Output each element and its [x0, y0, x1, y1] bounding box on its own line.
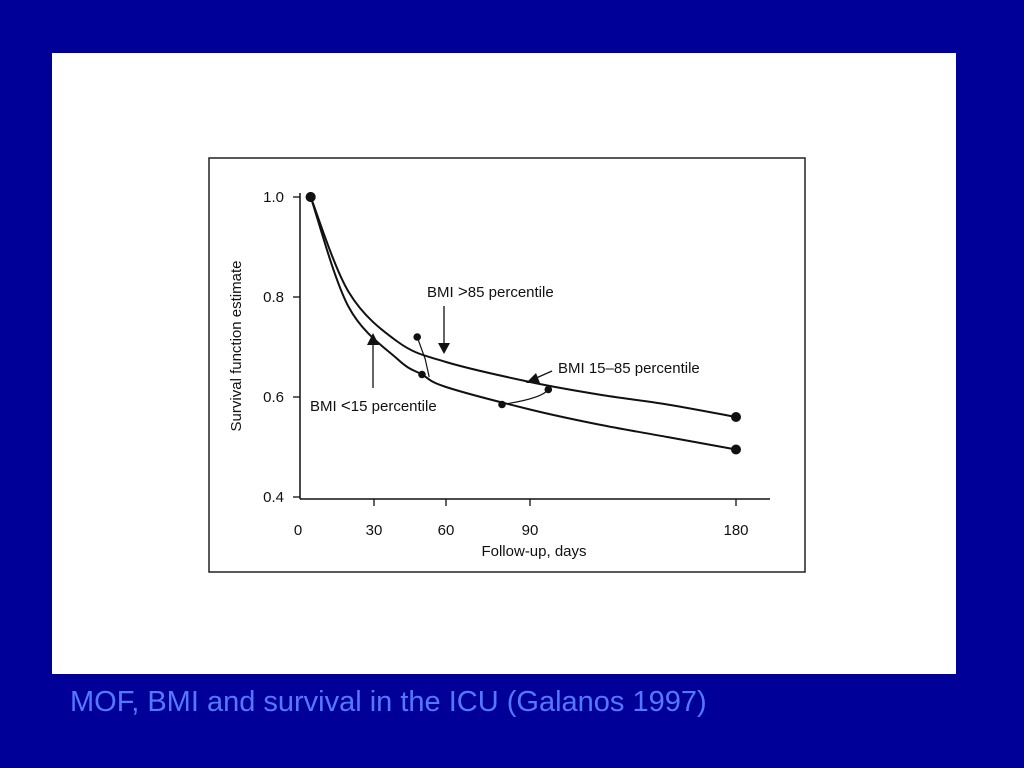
- y-tick-label-2: 0.6: [263, 389, 284, 406]
- annotation-bmi-mid-suffix: 15–85 percentile: [589, 360, 700, 377]
- annotation-bmi-low-prefix: BMI: [310, 398, 341, 415]
- slide-panel: 1.0 0.8 0.6 0.4 0 30 60 90 180 Follow-up, days S…: [52, 53, 956, 674]
- x-tick-label-4: 180: [723, 522, 748, 539]
- series-layer: [305, 192, 741, 455]
- x-tick-label-2: 60: [438, 522, 455, 539]
- series-line-bmi-mid-b: [501, 389, 549, 406]
- annotation-bmi-high-suffix: 85 percentile: [468, 284, 554, 301]
- point-bmi-mid-0: [413, 333, 422, 341]
- point-bmi-mid-2: [544, 385, 553, 394]
- annotation-bmi-high-symbol: >: [458, 282, 468, 301]
- point-bmi-low-end: [731, 444, 741, 455]
- y-tick-label-3: 0.4: [263, 489, 284, 506]
- series-line-bmi-high: [309, 196, 737, 418]
- annotation-bmi-low: BMI <15 percentile: [310, 396, 437, 415]
- y-tick-label-0: 1.0: [263, 189, 284, 206]
- annotation-bmi-low-suffix: 15 percentile: [351, 398, 437, 415]
- point-bmi-low-start: [305, 192, 316, 202]
- series-line-bmi-low: [309, 196, 737, 451]
- x-tick-label-0: 0: [294, 522, 302, 539]
- annotation-bmi-low-symbol: <: [341, 396, 351, 415]
- arrowhead-bmi-mid: [526, 373, 540, 383]
- figure-border: [208, 157, 806, 573]
- x-tick-label-3: 90: [522, 522, 539, 539]
- ticks-layer: 1.0 0.8 0.6 0.4 0 30 60 90 180: [263, 189, 748, 539]
- annotation-bmi-high-prefix: BMI: [427, 284, 458, 301]
- annotation-bmi-high: BMI >85 percentile: [427, 282, 554, 301]
- y-axis-title: Survival function estimate: [228, 261, 245, 432]
- annotation-bmi-mid-prefix: BMI: [558, 360, 589, 377]
- arrowhead-bmi-high: [438, 343, 450, 354]
- arrowhead-bmi-low: [367, 333, 379, 345]
- slide-caption: MOF, BMI and survival in the ICU (Galano…: [70, 686, 707, 718]
- survival-chart: 1.0 0.8 0.6 0.4 0 30 60 90 180 Follow-up, days S…: [208, 157, 806, 573]
- y-tick-label-1: 0.8: [263, 289, 284, 306]
- x-tick-label-1: 30: [366, 522, 383, 539]
- series-line-bmi-mid: [416, 336, 430, 378]
- point-bmi-low-mid: [418, 370, 426, 379]
- point-bmi-high-end: [731, 412, 741, 422]
- x-axis-title: Follow-up, days: [481, 543, 586, 560]
- annotation-bmi-mid: BMI 15–85 percentile: [558, 360, 700, 377]
